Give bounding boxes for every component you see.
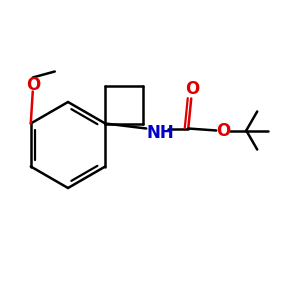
Text: O: O <box>216 122 230 140</box>
Text: O: O <box>185 80 200 98</box>
Text: O: O <box>26 76 40 94</box>
Text: NH: NH <box>146 124 174 142</box>
